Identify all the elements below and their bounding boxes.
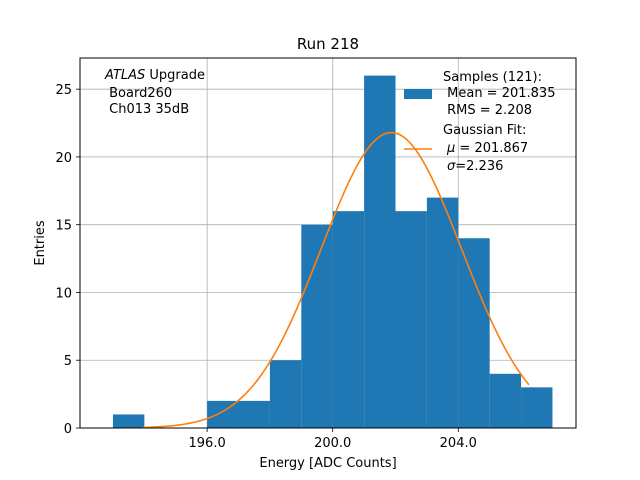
histogram-bar <box>521 387 553 428</box>
legend-fit-sigma: σ=2.236 <box>447 159 503 174</box>
legend-mu-symbol: μ <box>446 141 455 156</box>
x-tick-label: 196.0 <box>189 436 226 451</box>
legend-samples-title: Samples (121): <box>443 70 542 85</box>
legend: Samples (121): Mean = 201.835 RMS = 2.20… <box>404 70 555 174</box>
histogram-bar <box>301 224 333 428</box>
y-axis-label: Entries <box>33 220 48 266</box>
plot-frame <box>79 57 577 429</box>
legend-sigma-value: =2.236 <box>455 159 503 174</box>
legend-sigma-symbol: σ <box>447 159 456 174</box>
histogram-bar <box>238 400 270 428</box>
y-tick-label: 10 <box>55 286 72 301</box>
y-tick-label: 0 <box>64 422 72 437</box>
x-tick-label: 200.0 <box>314 436 351 451</box>
gaussian-fit-curve <box>142 131 530 429</box>
histogram-bar <box>426 197 459 428</box>
legend-fit-mean: μ = 201.867 <box>446 141 528 156</box>
histogram-bar <box>458 238 490 428</box>
annotation-upgrade: Upgrade <box>145 68 205 83</box>
y-tick-label: 5 <box>64 354 72 369</box>
histogram-bar <box>489 373 522 428</box>
legend-samples-mean: Mean = 201.835 <box>443 86 555 101</box>
y-tick-label: 15 <box>55 219 72 234</box>
legend-mu-value: = 201.867 <box>455 141 528 156</box>
histogram-bar <box>112 414 145 428</box>
annotation-atlas-italic: ATLAS <box>104 68 145 83</box>
x-tick-label: 204.0 <box>440 436 477 451</box>
axis-ticks: 196.0 200.0 204.0 0 5 10 15 20 25 <box>55 83 476 451</box>
y-tick-label: 25 <box>55 83 72 98</box>
annotation-line-1: ATLAS Upgrade <box>104 68 205 83</box>
y-tick-label: 20 <box>55 151 72 166</box>
histogram-bar <box>364 75 396 428</box>
histogram-bar <box>395 211 427 428</box>
annotation-channel: Ch013 35dB <box>105 102 189 117</box>
histogram-bar <box>269 360 302 428</box>
annotation-board: Board260 <box>105 86 172 101</box>
legend-fit-title: Gaussian Fit: <box>443 123 526 138</box>
atlas-annotation: ATLAS Upgrade Board260 Ch013 35dB <box>104 68 205 117</box>
x-axis-label: Energy [ADC Counts] <box>259 456 396 471</box>
legend-samples-patch <box>404 89 432 99</box>
legend-samples-rms: RMS = 2.208 <box>443 103 532 118</box>
chart-title: Run 218 <box>297 35 359 53</box>
histogram-bar <box>332 211 365 428</box>
